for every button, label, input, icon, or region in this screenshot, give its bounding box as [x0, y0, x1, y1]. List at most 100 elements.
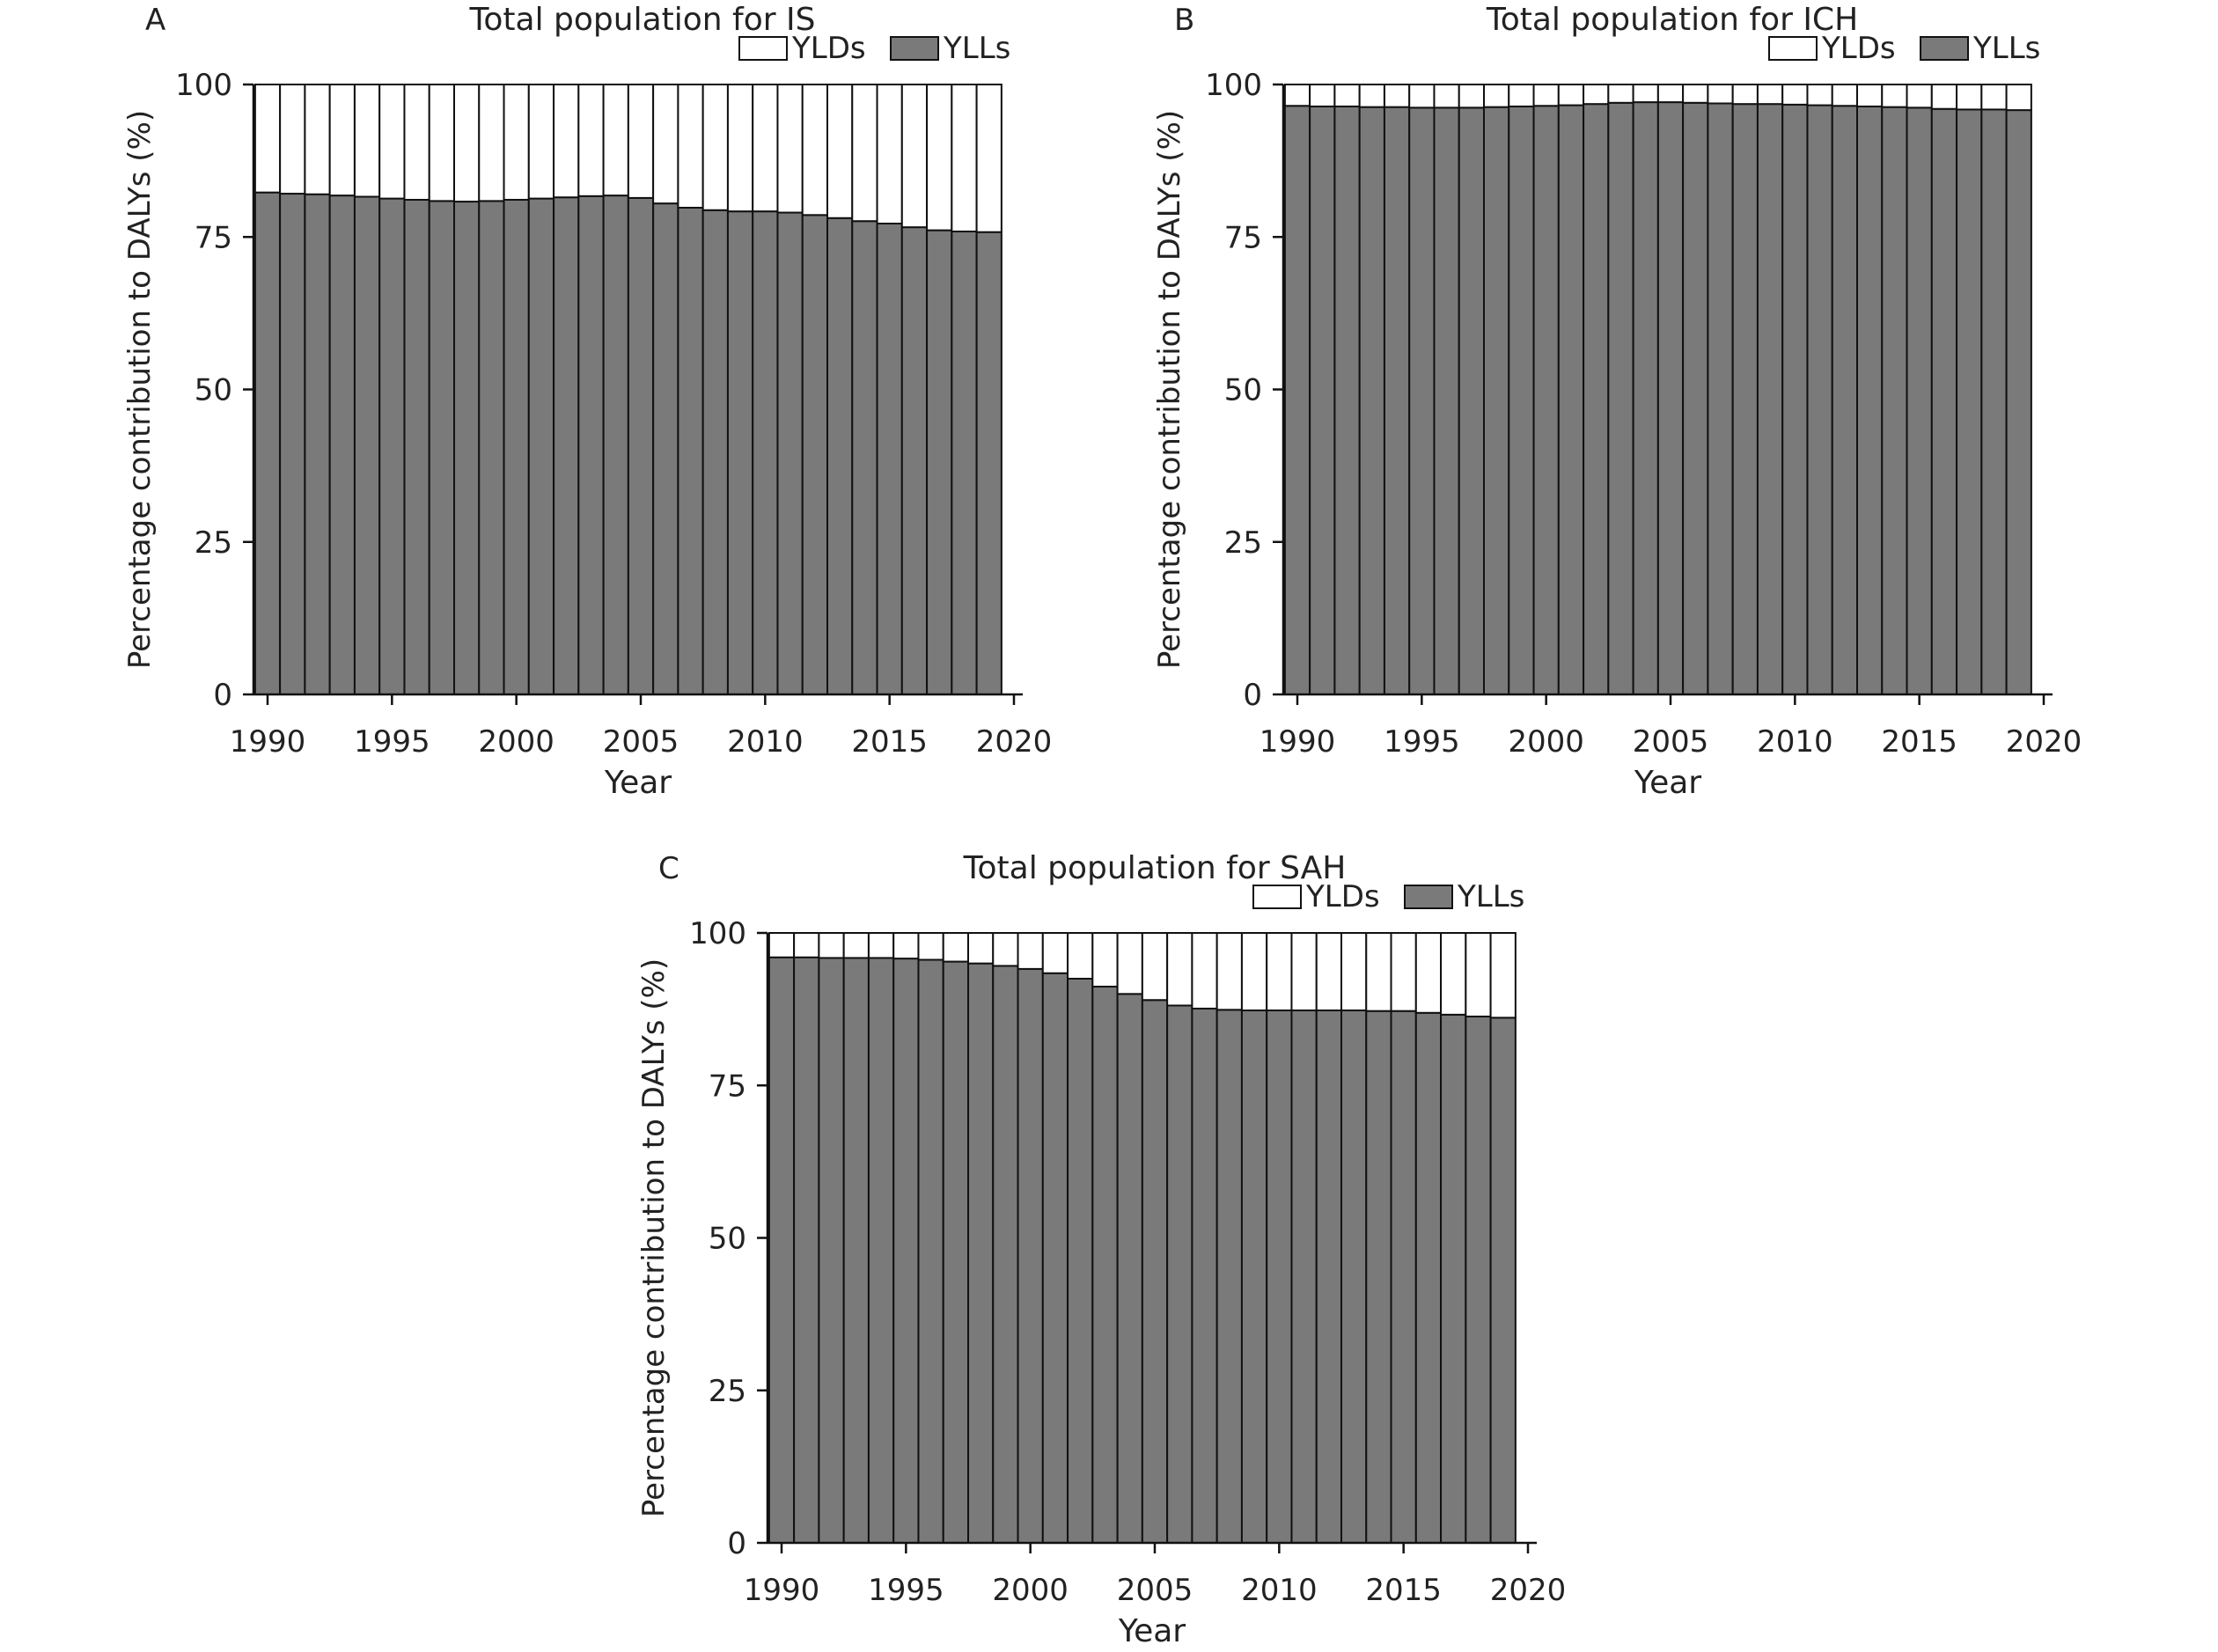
bar-ylds-2000: [1532, 84, 1560, 107]
bar-ylls-1996: [1433, 106, 1460, 696]
bar-ylds-2002: [1583, 84, 1610, 106]
x-tick-label: 2005: [603, 724, 679, 760]
y-tick-label: 100: [1205, 68, 1262, 103]
bar-ylds-2000: [503, 84, 530, 201]
bar-ylls-2016: [1414, 1011, 1443, 1544]
bar-ylds-1991: [1309, 84, 1336, 107]
bar-ylls-2004: [1116, 993, 1143, 1545]
bar-ylds-2008: [1215, 932, 1243, 1011]
bar-ylds-2016: [1930, 84, 1958, 110]
y-tick-label: 75: [1224, 220, 1262, 255]
chart-panel-b: B Total population for ICH 0 25 50 75 100 1990 1…: [1152, 2, 2082, 801]
bar-ylls-1997: [942, 960, 969, 1545]
y-tick-label: 50: [195, 373, 232, 408]
legend-swatch-ylls: [890, 36, 939, 61]
bar-ylls-2004: [1632, 101, 1659, 696]
bar-ylls-2009: [1756, 103, 1784, 695]
x-tick-label: 2020: [2006, 724, 2082, 760]
bar-ylls-2013: [1340, 1010, 1368, 1544]
bar-ylds-1998: [967, 932, 995, 965]
x-axis-label: Year: [604, 765, 672, 801]
bar-ylds-2007: [1191, 932, 1218, 1010]
bar-ylls-1994: [1383, 106, 1411, 696]
bar-ylls-2002: [553, 196, 580, 695]
legend-label-ylls: YLLs: [1972, 31, 2040, 66]
bar-ylls-2008: [1215, 1009, 1243, 1544]
y-tick-label: 0: [727, 1526, 746, 1561]
bar-ylds-2015: [1906, 84, 1933, 109]
y-axis-label: Percentage contribution to DALYs (%): [122, 110, 158, 669]
bar-ylds-2013: [1856, 84, 1884, 107]
bar-ylls-2005: [1141, 999, 1169, 1544]
bar-ylls-2019: [1489, 1017, 1517, 1544]
bar-ylds-2011: [1290, 932, 1318, 1012]
bar-ylds-1997: [942, 932, 969, 963]
bar-ylls-1991: [1309, 105, 1336, 695]
bar-ylls-1997: [428, 200, 456, 696]
bar-ylds-1993: [842, 932, 870, 959]
bar-ylds-2015: [876, 84, 903, 225]
bar-ylls-2014: [1365, 1010, 1392, 1544]
x-axis-label: Year: [1118, 1613, 1186, 1649]
x-tick-label: 2020: [1490, 1573, 1567, 1608]
bar-ylds-2007: [677, 84, 704, 209]
bar-ylds-2010: [1266, 932, 1293, 1012]
y-tick-label: 50: [709, 1222, 746, 1257]
bar-ylls-2010: [1266, 1010, 1293, 1544]
bar-ylds-2012: [1831, 84, 1859, 107]
bar-ylls-2012: [1315, 1010, 1342, 1544]
bar-ylds-2009: [1240, 932, 1268, 1012]
x-tick-label: 2020: [976, 724, 1053, 760]
bar-ylds-2018: [1980, 84, 2008, 111]
x-tick-label: 2015: [1881, 724, 1957, 760]
bar-ylls-2007: [1191, 1007, 1218, 1544]
bar-ylls-2006: [1166, 1004, 1193, 1545]
bar-ylds-2014: [851, 84, 878, 223]
x-tick-label: 1990: [230, 724, 306, 760]
bar-ylls-2000: [1532, 105, 1560, 695]
bar-ylds-1992: [304, 84, 331, 195]
x-tick-label: 2005: [1633, 724, 1709, 760]
bar-ylls-1990: [1283, 105, 1311, 695]
x-tick-label: 1995: [354, 724, 430, 760]
bar-ylls-2010: [752, 210, 779, 696]
bar-ylds-1995: [892, 932, 920, 960]
chart-title: Total population for IS: [469, 2, 816, 38]
bar-ylds-2002: [553, 84, 580, 199]
bar-ylds-2002: [1067, 932, 1094, 980]
x-tick-label: 2000: [478, 724, 554, 760]
bar-ylds-2005: [1141, 932, 1169, 1002]
bar-ylds-2013: [1340, 932, 1368, 1012]
x-tick-label: 1990: [744, 1573, 820, 1608]
bar-ylds-2010: [752, 84, 779, 213]
bar-ylls-1991: [793, 956, 820, 1544]
bar-ylds-1993: [328, 84, 356, 197]
bar-ylls-2003: [1607, 101, 1634, 696]
bar-ylds-1995: [378, 84, 406, 200]
bar-ylls-2002: [1067, 977, 1094, 1544]
bar-ylds-1993: [1358, 84, 1385, 108]
legend-swatch-ylds: [1252, 885, 1302, 909]
y-tick-label: 25: [1224, 525, 1262, 561]
x-tick-label: 2015: [1365, 1573, 1442, 1608]
bar-ylds-1999: [992, 932, 1019, 967]
bar-ylds-2008: [1731, 84, 1759, 106]
bar-ylls-1991: [279, 193, 306, 695]
bar-ylds-1990: [253, 84, 282, 194]
bar-ylds-1998: [1483, 84, 1510, 108]
bar-ylls-2018: [1980, 108, 2008, 695]
bar-ylds-2001: [1041, 932, 1069, 974]
bar-ylls-2006: [652, 202, 679, 695]
y-tick-label: 0: [1243, 678, 1262, 713]
chart-title: Total population for SAH: [963, 850, 1347, 886]
bar-ylds-1991: [279, 84, 306, 195]
bar-ylds-1995: [1408, 84, 1436, 109]
bar-ylls-2003: [577, 195, 605, 696]
bar-ylls-2007: [1707, 102, 1734, 696]
bar-ylds-1997: [428, 84, 456, 202]
legend-swatch-ylls: [1920, 36, 1969, 61]
bar-ylls-2009: [1240, 1010, 1268, 1544]
bar-ylds-1992: [818, 932, 845, 959]
x-tick-label: 2010: [1241, 1573, 1318, 1608]
y-tick-label: 25: [195, 525, 232, 561]
